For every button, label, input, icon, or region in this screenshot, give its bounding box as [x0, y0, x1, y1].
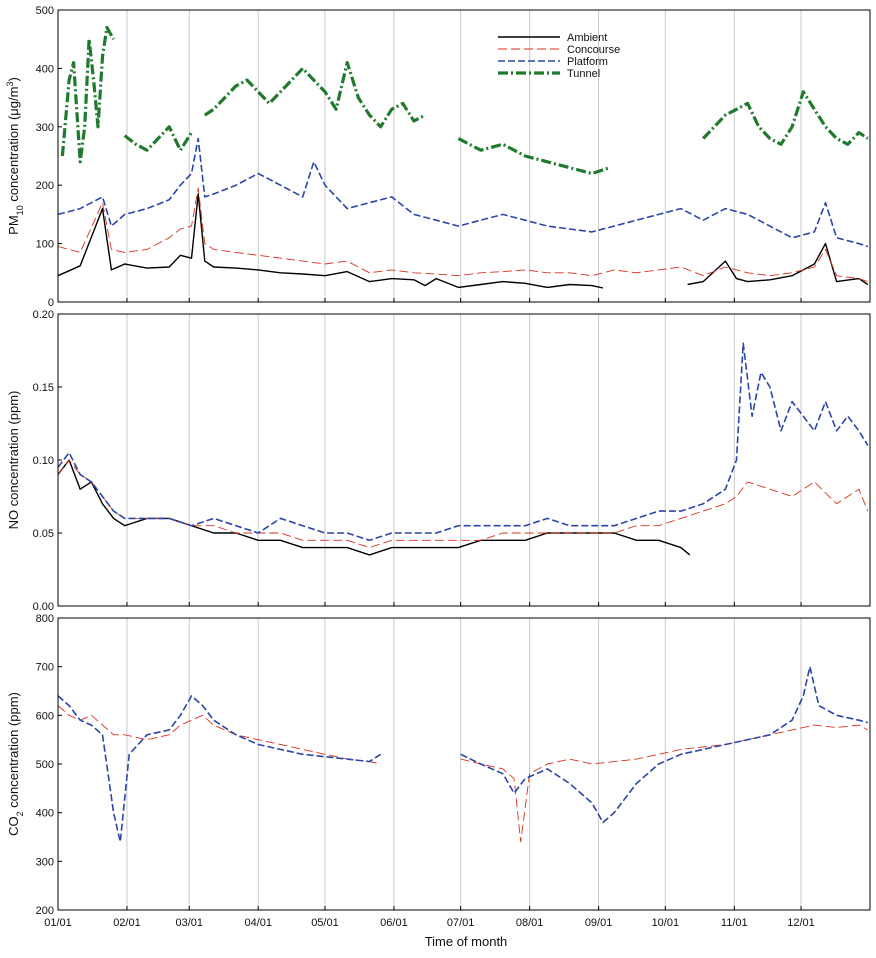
- legend-label-concourse: Concourse: [567, 44, 620, 56]
- series-platform-co2-2: [57, 695, 382, 843]
- y-tick-label-pm10-1: 100: [36, 239, 54, 251]
- y-tick-label-co2-4: 600: [36, 710, 54, 722]
- x-tick-label-06/01: 06/01: [380, 917, 408, 929]
- series-ambient-no-0: [57, 459, 691, 556]
- x-tick-label-10/01: 10/01: [652, 917, 680, 929]
- y-tick-label-co2-3: 500: [36, 759, 54, 771]
- x-tick-label-04/01: 04/01: [244, 917, 272, 929]
- y-tick-label-pm10-5: 500: [36, 5, 54, 17]
- y-axis-title-superscript: 3: [5, 82, 15, 87]
- y-axis-title-main: CO: [6, 816, 21, 836]
- plot-frame-co2: [57, 617, 871, 911]
- y-axis-title-end: ): [6, 77, 21, 81]
- series-tunnel-pm10-8: [702, 90, 869, 146]
- x-axis-title: Time of month: [425, 934, 508, 949]
- y-axis-title-main: PM: [6, 215, 21, 235]
- y-tick-label-co2-1: 300: [36, 856, 54, 868]
- y-tick-label-co2-2: 400: [36, 808, 54, 820]
- y-tick-label-no-3: 0.15: [33, 382, 54, 394]
- x-tick-label-07/01: 07/01: [447, 917, 475, 929]
- y-tick-label-pm10-2: 200: [36, 180, 54, 192]
- y-tick-label-pm10-0: 0: [48, 297, 54, 309]
- plot-frame-no: [57, 313, 871, 607]
- series-tunnel-pm10-6: [203, 61, 426, 129]
- y-axis-title-rest: concentration (ppm): [6, 692, 21, 811]
- panel-pm10: 0 100 200 300 400 500 PM10 concentration (μg/m…: [5, 5, 871, 309]
- y-axis-title-rest: concentration (μg/m: [6, 87, 21, 206]
- series-tunnel-pm10-7: [457, 137, 611, 176]
- y-tick-label-co2-0: 200: [36, 905, 54, 917]
- panels: 0 100 200 300 400 500 PM10 concentration (μg/m…: [5, 5, 871, 917]
- x-tick-label-02/01: 02/01: [113, 917, 141, 929]
- series-tunnel-pm10-5: [123, 125, 193, 152]
- panel-no: 0.00 0.05 0.10 0.15 0.20 NO concentration (pp…: [6, 309, 871, 613]
- series-platform-no-2: [57, 342, 869, 542]
- legend-label-platform: Platform: [567, 56, 608, 68]
- legend-label-ambient: Ambient: [567, 32, 607, 44]
- y-tick-label-no-1: 0.05: [33, 528, 54, 540]
- series-concourse-co2-1: [460, 724, 869, 843]
- x-tick-label-05/01: 05/01: [311, 917, 339, 929]
- y-axis-title-subscript: 2: [15, 811, 25, 816]
- series-tunnel-pm10-4: [60, 25, 115, 164]
- y-axis-title-no: NO concentration (ppm): [6, 391, 21, 530]
- legend-label-tunnel: Tunnel: [567, 68, 600, 80]
- x-tick-label-01/01: 01/01: [44, 917, 72, 929]
- y-tick-label-no-0: 0.00: [33, 601, 54, 613]
- y-tick-label-co2-5: 700: [36, 662, 54, 674]
- y-tick-label-no-2: 0.10: [33, 455, 54, 467]
- series-ambient-pm10-0: [57, 193, 604, 289]
- y-tick-label-pm10-4: 400: [36, 63, 54, 75]
- x-tick-label-11/01: 11/01: [721, 917, 748, 929]
- x-tick-label-08/01: 08/01: [516, 917, 544, 929]
- y-axis-title-subscript: 10: [15, 205, 25, 215]
- x-tick-label-03/01: 03/01: [175, 917, 203, 929]
- panel-co2: 200 300 400 500 600 700 800 CO2 concentration (…: [6, 613, 871, 917]
- x-axis: 01/01 02/01 03/01 04/01 05/01 06/01 07/01 08/01…: [44, 917, 815, 929]
- plot-frame-pm10: [57, 9, 871, 303]
- y-tick-label-no-4: 0.20: [33, 309, 54, 321]
- y-tick-label-pm10-3: 300: [36, 122, 54, 134]
- y-axis-title-pm10: PM10 concentration (μg/m3): [5, 77, 25, 235]
- series-concourse-pm10-2: [57, 187, 868, 283]
- x-tick-label-09/01: 09/01: [585, 917, 613, 929]
- y-tick-label-co2-6: 800: [36, 613, 54, 625]
- series-platform-co2-3: [460, 665, 869, 824]
- series-concourse-co2-0: [57, 705, 381, 765]
- x-tick-label-12/01: 12/01: [787, 917, 815, 929]
- series-platform-pm10-3: [57, 137, 869, 248]
- series-concourse-no-1: [57, 459, 869, 549]
- series-ambient-pm10-1: [687, 242, 869, 286]
- y-axis-title-co2: CO2 concentration (ppm): [6, 692, 25, 836]
